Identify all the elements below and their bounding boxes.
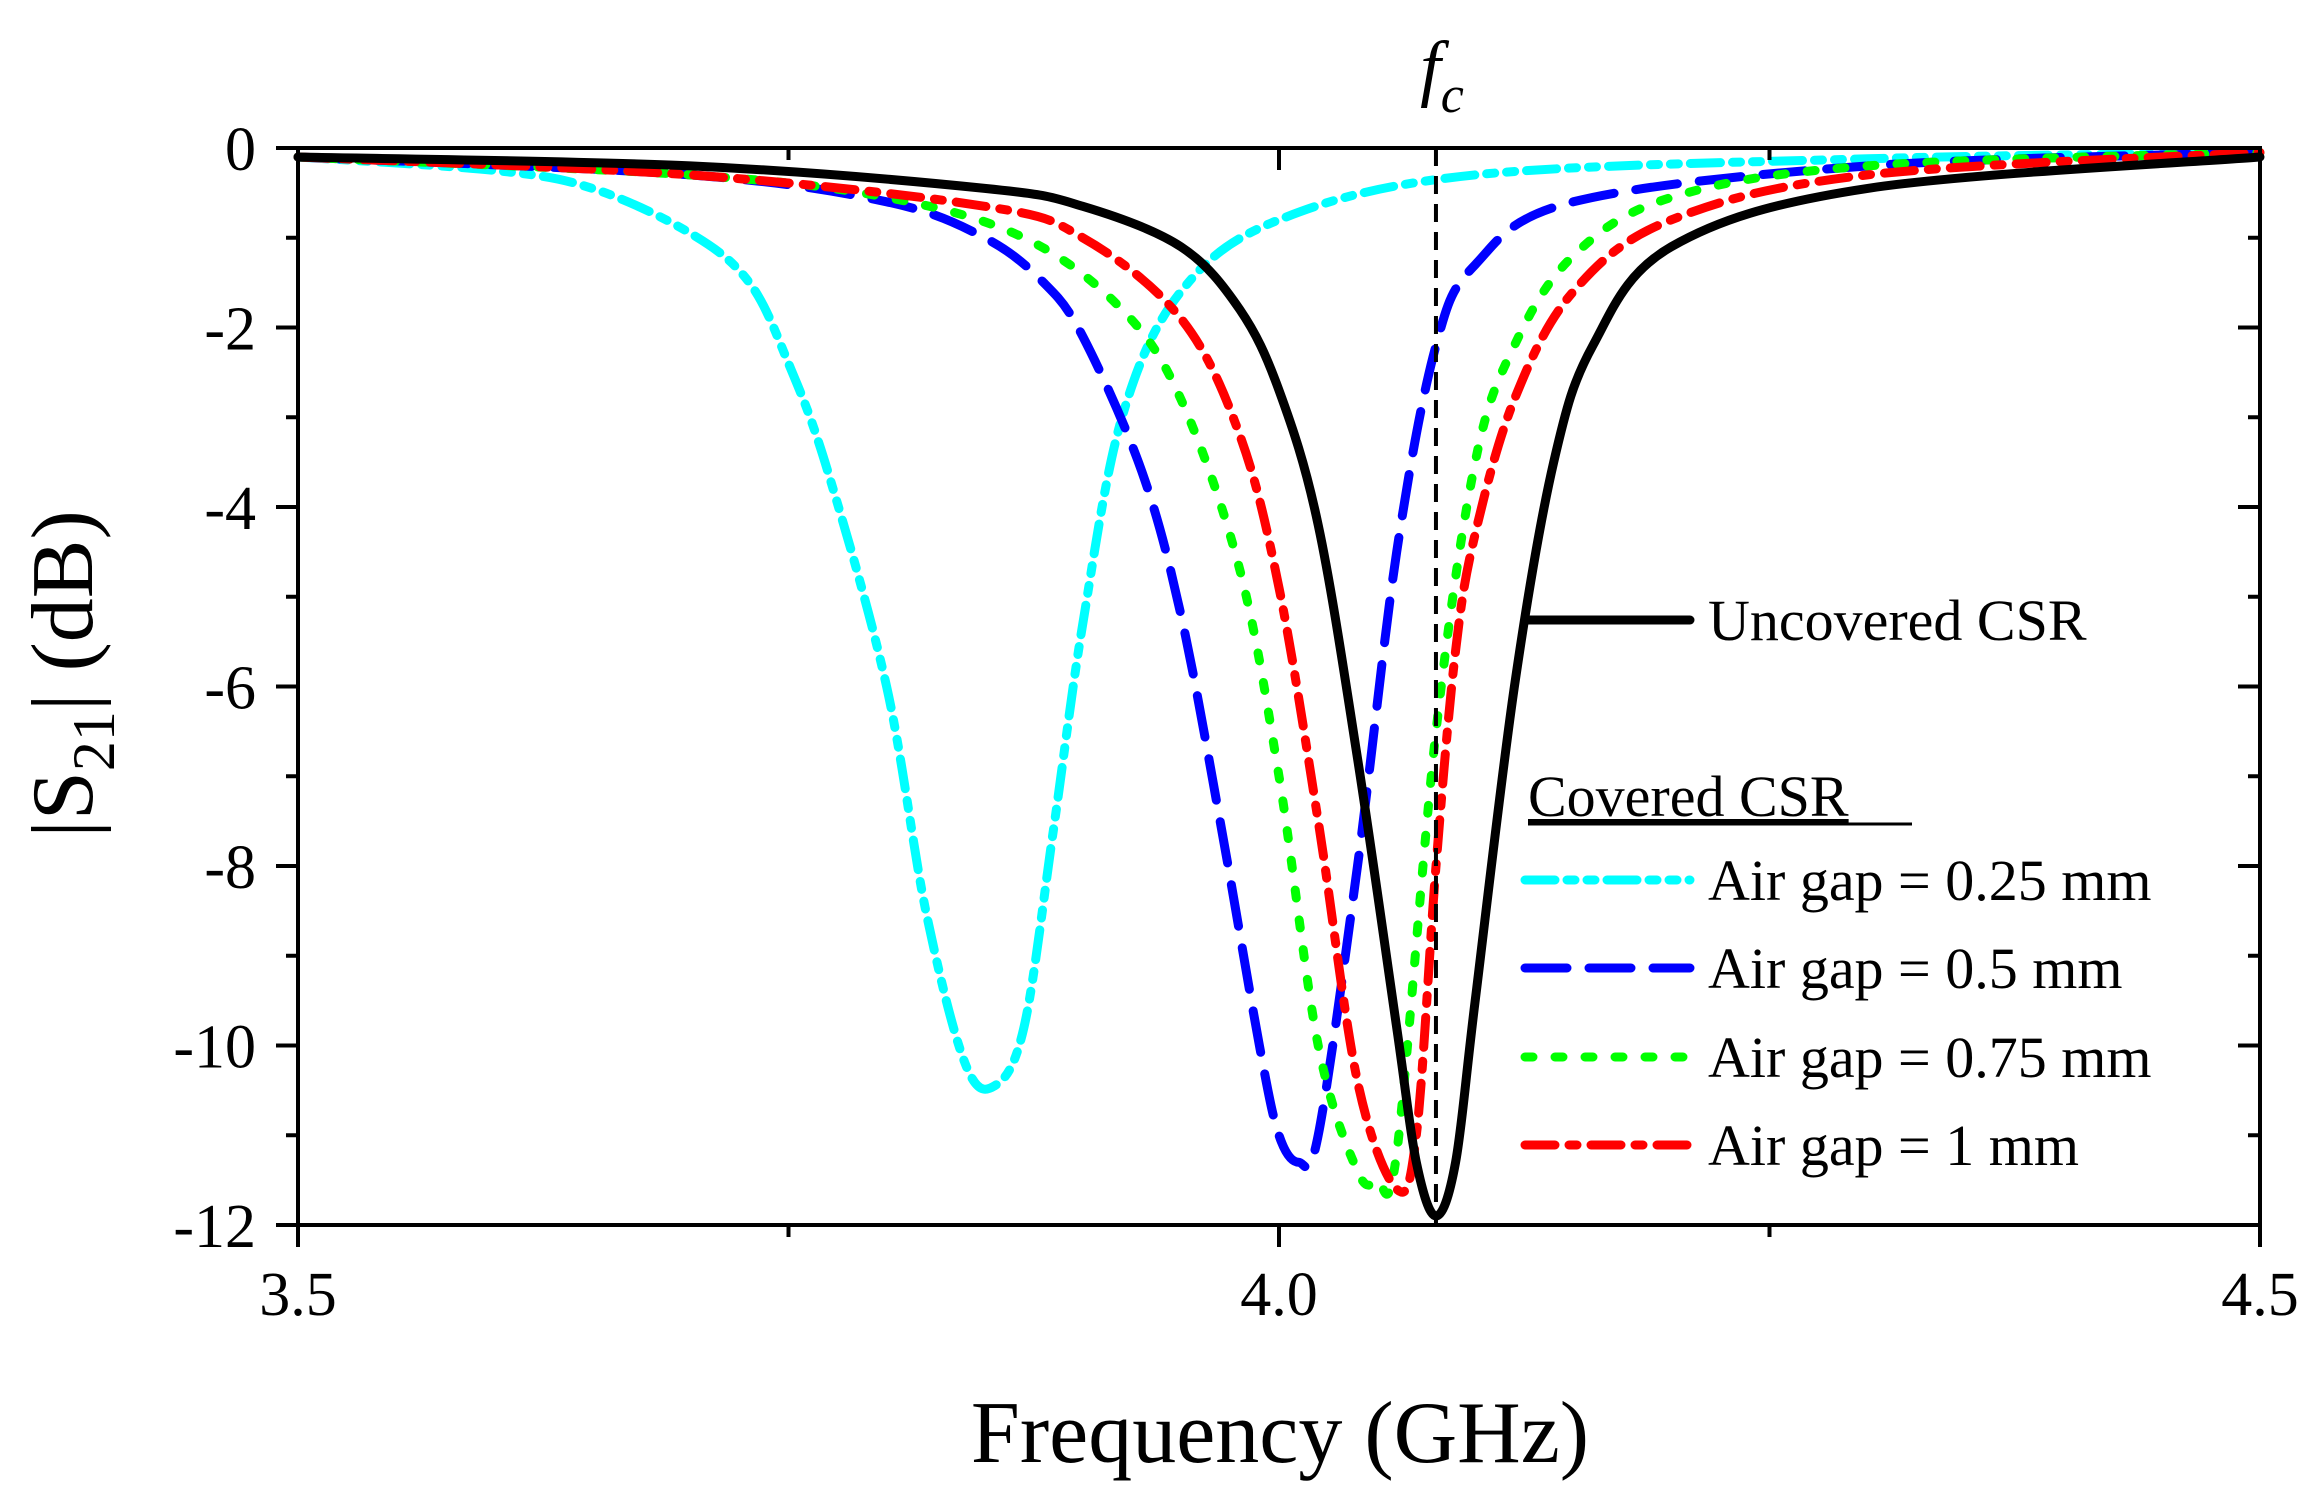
x-axis-title: Frequency (GHz) [971,1385,1589,1482]
y-tick-label: 0 [225,116,256,184]
y-tick-label: -8 [204,834,256,902]
y-title-sub: 21 [61,711,127,771]
y-tick-label: -2 [204,296,256,364]
y-axis-title: |S21| (dB) [15,510,127,837]
series-line-3 [293,148,2265,1199]
y-title-pre: |S [15,771,112,838]
series-line-1 [293,148,2265,1094]
series-line-4 [293,148,2265,1197]
legend: Uncovered CSR Covered CSR Air gap = 0.25 m… [1520,588,2152,1178]
x-tick-label: 4.5 [2221,1261,2299,1329]
y-tick-label: -6 [204,655,256,723]
curves-layer [293,148,2265,1221]
legend-label-1: Air gap = 0.25 mm [1708,848,2152,913]
fc-label-sub: c [1441,67,1464,124]
series-line-2 [293,148,2265,1172]
legend-label-2: Air gap = 0.5 mm [1708,936,2123,1001]
y-tick-label: -4 [204,475,256,543]
y-tick-label: -12 [173,1193,256,1261]
x-tick-label: 4.0 [1240,1261,1318,1329]
x-tick-label: 3.5 [259,1261,337,1329]
y-title-post: | (dB) [15,510,112,711]
legend-group-header: Covered CSR [1528,764,1849,829]
fc-label: fc [1420,27,1464,124]
legend-label-3: Air gap = 0.75 mm [1708,1025,2152,1090]
legend-label-0: Uncovered CSR [1708,588,2087,653]
ticks-layer: 3.5 4.0 4.5 0 -2 -4 -6 -8 -10 -12 [173,116,2298,1329]
y-tick-label: -10 [173,1014,256,1082]
series-line-0 [293,152,2265,1221]
legend-label-4: Air gap = 1 mm [1708,1113,2079,1178]
